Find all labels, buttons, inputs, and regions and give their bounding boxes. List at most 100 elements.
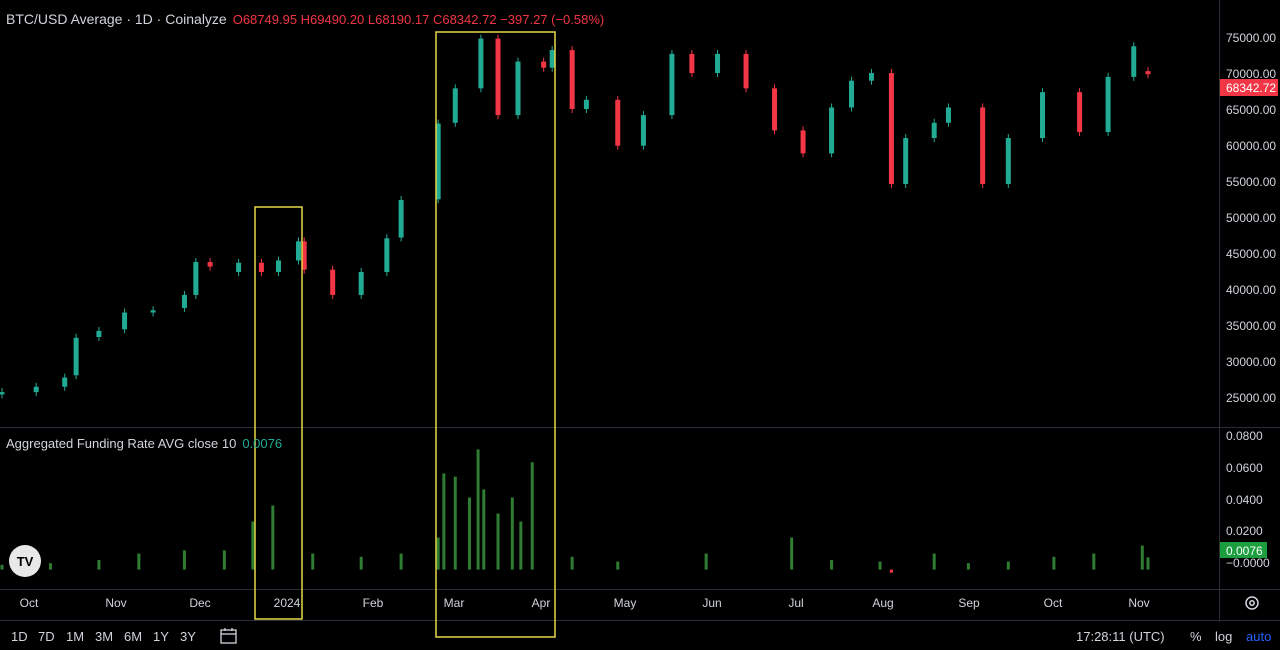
funding-bar <box>137 553 141 570</box>
price-tick: 50000.00 <box>1226 211 1276 225</box>
funding-bar <box>1146 557 1150 570</box>
candle <box>236 262 242 272</box>
auto-toggle[interactable]: auto <box>1246 629 1272 644</box>
candle <box>569 50 575 109</box>
funding-tick: 0.0400 <box>1226 493 1263 507</box>
funding-bar <box>1140 545 1144 570</box>
time-label: Jun <box>702 596 721 610</box>
funding-bar <box>530 462 534 570</box>
logo-text: TV <box>16 553 34 569</box>
funding-bar <box>1006 561 1010 570</box>
time-label: Jul <box>788 596 803 610</box>
candle <box>73 337 79 376</box>
candle <box>615 99 621 146</box>
price-tick: 70000.00 <box>1226 67 1276 81</box>
funding-bar <box>222 550 226 570</box>
funding-bar <box>570 556 574 570</box>
candle <box>478 38 484 89</box>
candle <box>33 386 39 393</box>
funding-bar <box>704 553 708 570</box>
range-1y-button[interactable]: 1Y <box>153 629 169 644</box>
indicator-legend[interactable]: Aggregated Funding Rate AVG close 10 0.00… <box>6 436 282 451</box>
symbol-title[interactable]: BTC/USD Average · 1D · Coinalyze <box>6 11 227 27</box>
candle <box>1131 46 1137 77</box>
candle <box>743 53 749 89</box>
funding-bar <box>97 559 101 570</box>
candle <box>0 392 5 395</box>
candle <box>868 73 874 81</box>
highlight-box-year-end <box>254 206 303 620</box>
candle <box>181 294 187 308</box>
funding-tick: 0.0600 <box>1226 461 1263 475</box>
funding-tick: −0.0000 <box>1226 556 1270 570</box>
price-tick: 75000.00 <box>1226 31 1276 45</box>
time-label: Apr <box>532 596 551 610</box>
range-7d-button[interactable]: 7D <box>38 629 55 644</box>
highlight-box-march <box>435 31 556 638</box>
candle <box>583 99 589 109</box>
candle <box>689 53 695 74</box>
indicator-label: Aggregated Funding Rate AVG close 10 <box>6 436 237 451</box>
log-toggle[interactable]: log <box>1215 629 1233 644</box>
indicator-value: 0.0076 <box>242 436 283 451</box>
candle <box>150 310 156 313</box>
candle <box>888 73 894 184</box>
funding-bar <box>453 476 457 570</box>
candle <box>358 271 364 295</box>
range-6m-button[interactable]: 6M <box>124 629 143 644</box>
funding-bar <box>0 564 4 570</box>
candle <box>980 107 986 184</box>
range-3m-button[interactable]: 3M <box>95 629 114 644</box>
candle <box>515 61 521 116</box>
funding-bar <box>519 521 523 570</box>
funding-bar <box>271 505 275 570</box>
funding-bar <box>359 556 363 570</box>
tradingview-logo-icon[interactable]: TV <box>9 545 41 577</box>
candle <box>207 262 213 267</box>
utc-clock[interactable]: 17:28:11 (UTC) <box>1076 629 1165 644</box>
funding-bar <box>482 489 486 570</box>
percent-toggle[interactable]: % <box>1190 629 1202 644</box>
gear-icon[interactable] <box>1245 596 1259 610</box>
price-tick: 35000.00 <box>1226 319 1276 333</box>
funding-tick: 0.0800 <box>1226 429 1263 443</box>
candle <box>903 138 909 184</box>
funding-bar <box>1052 556 1056 570</box>
calendar-icon[interactable] <box>220 628 237 644</box>
price-tick: 25000.00 <box>1226 391 1276 405</box>
candle <box>1005 138 1011 184</box>
bottom-toolbar: 1D 7D 1M 3M 6M 1Y 3Y 17:28:11 (UTC) % lo… <box>0 622 1280 650</box>
funding-bar <box>878 561 882 570</box>
candle <box>829 107 835 154</box>
candle <box>1077 92 1083 132</box>
range-1m-button[interactable]: 1M <box>66 629 85 644</box>
candle <box>541 61 547 68</box>
funding-axis[interactable]: 0.0800 0.0600 0.0400 0.0200 −0.0000 <box>1226 429 1270 570</box>
current-funding-label: 0.0076 <box>1226 544 1263 558</box>
funding-bar <box>966 563 970 570</box>
price-tick: 60000.00 <box>1226 139 1276 153</box>
price-axis[interactable]: 75000.00 70000.00 65000.00 60000.00 5500… <box>1226 31 1276 405</box>
candle <box>931 122 937 139</box>
candle <box>849 80 855 108</box>
time-label: Nov <box>105 596 126 610</box>
range-1d-button[interactable]: 1D <box>11 629 28 644</box>
range-3y-button[interactable]: 3Y <box>180 629 196 644</box>
funding-bar <box>830 559 834 570</box>
time-label: Dec <box>189 596 210 610</box>
time-label: Oct <box>1044 596 1063 610</box>
funding-bar <box>311 553 315 570</box>
candle <box>384 238 390 272</box>
candle <box>1040 92 1046 139</box>
candle <box>945 107 951 123</box>
funding-bar <box>442 473 446 570</box>
candle <box>96 330 102 338</box>
funding-bar <box>399 553 403 570</box>
time-axis[interactable]: Oct Nov Dec 2024 Feb Mar Apr May Jun Jul… <box>20 596 1150 610</box>
funding-bar <box>251 521 255 570</box>
current-funding-badge <box>1220 542 1267 558</box>
funding-bar <box>616 561 620 570</box>
candle <box>1105 76 1111 132</box>
funding-bar <box>1092 553 1096 570</box>
